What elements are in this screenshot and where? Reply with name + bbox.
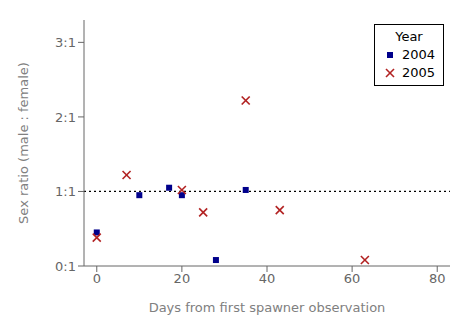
svg-text:20: 20 <box>174 271 191 286</box>
svg-text:1:1: 1:1 <box>55 184 76 199</box>
svg-text:3:1: 3:1 <box>55 35 76 50</box>
html-text:2004: 2004 <box>401 47 435 62</box>
svg-text:Days from first spawner observ: Days from first spawner observation <box>149 300 386 315</box>
svg-text:0: 0 <box>93 271 101 286</box>
svg-text:Sex ratio (male : female): Sex ratio (male : female) <box>16 62 31 224</box>
svg-text:2:1: 2:1 <box>55 110 76 125</box>
svg-text:80: 80 <box>429 271 446 286</box>
svg-text:40: 40 <box>259 271 276 286</box>
svg-text:60: 60 <box>344 271 361 286</box>
svg-text:0:1: 0:1 <box>55 259 76 274</box>
html-text:Year: Year <box>395 29 423 44</box>
html-text:2005: 2005 <box>401 65 435 80</box>
